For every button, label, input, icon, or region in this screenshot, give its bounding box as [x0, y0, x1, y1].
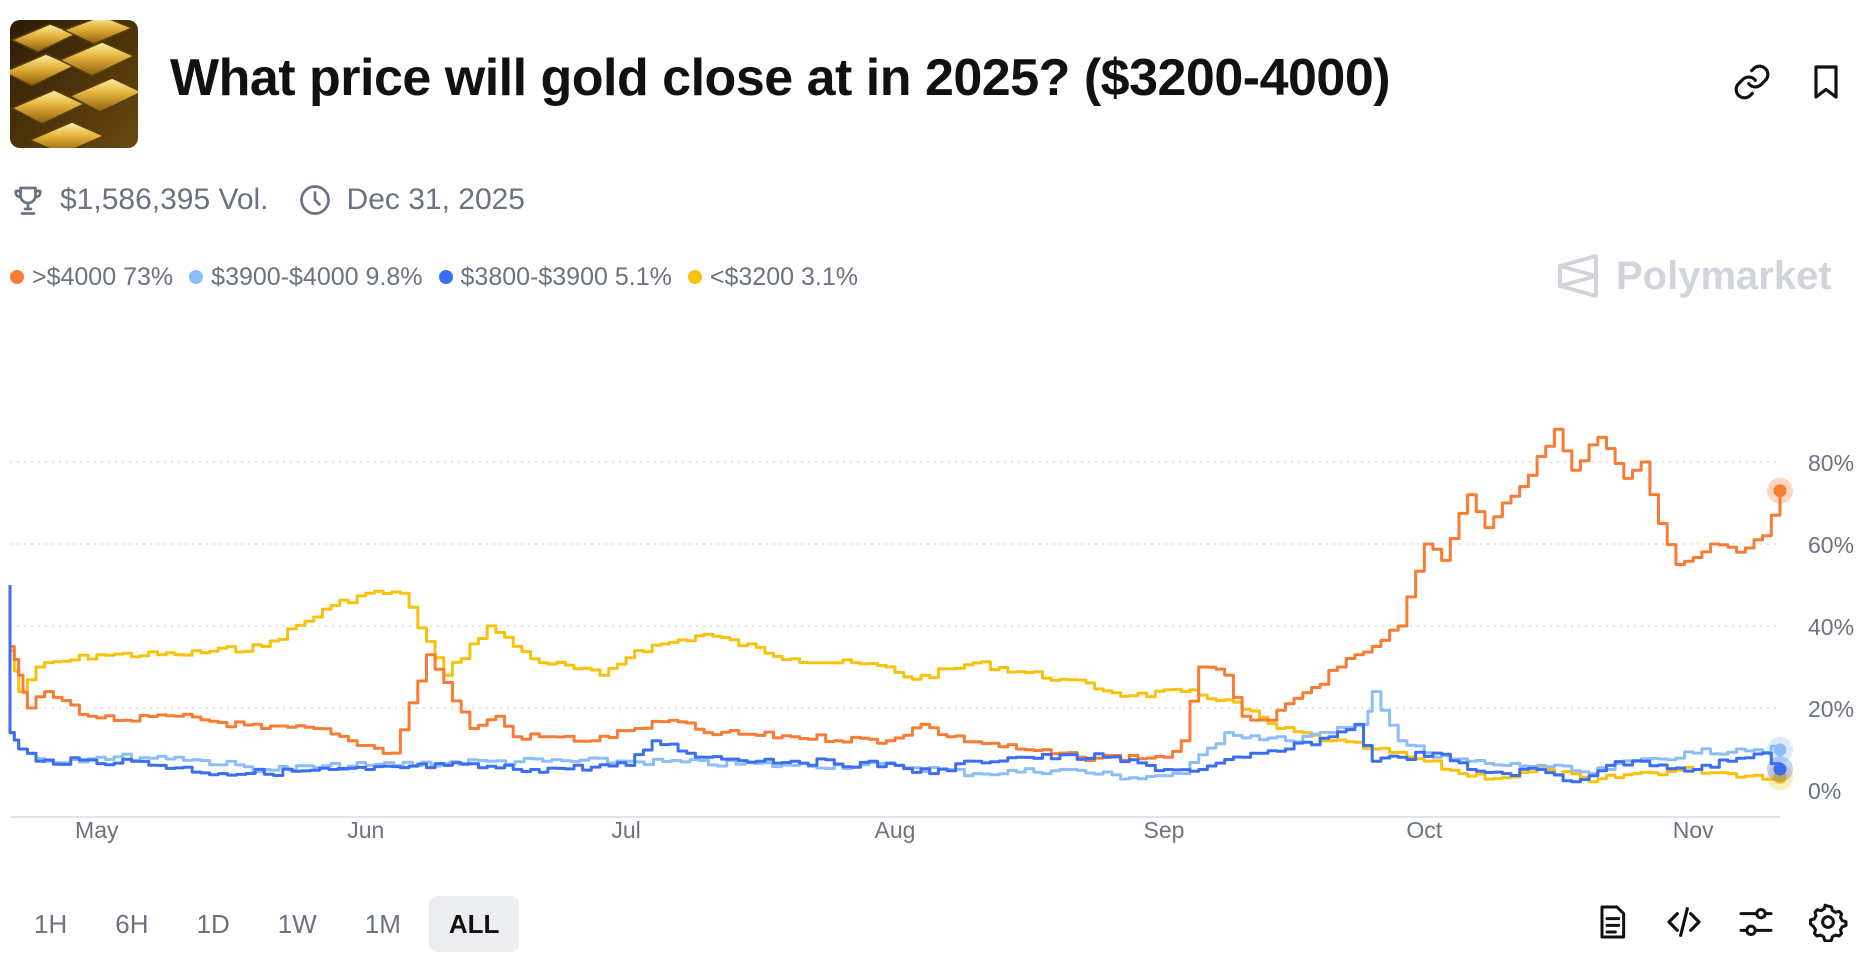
legend-value: 5.1%	[614, 262, 672, 291]
range-1m-button[interactable]: 1M	[364, 908, 401, 939]
legend-dot	[687, 270, 702, 284]
legend-item: >$4000 73%	[10, 263, 173, 292]
chart-series	[8, 427, 1793, 791]
x-tick-label: Oct	[1406, 817, 1442, 843]
x-tick-label: Sep	[1144, 817, 1185, 843]
polymarket-logo: Polymarket	[1556, 252, 1832, 300]
y-axis: 0% 20% 40% 60% 80%	[1808, 450, 1854, 804]
page-title: What price will gold close at in 2025? (…	[170, 49, 1391, 107]
legend-label: <$3200	[709, 262, 795, 291]
series-line	[10, 427, 1782, 762]
legend-label: $3800-$3900	[460, 262, 608, 291]
series-end-dot	[1773, 743, 1787, 757]
x-axis: May Jun Jul Aug Sep Oct Nov	[75, 817, 1714, 843]
link-icon	[1734, 64, 1770, 100]
x-tick-label: Aug	[875, 817, 916, 843]
chart-legend: >$4000 73% $3900-$4000 9.8% $3800-$3900 …	[10, 260, 874, 294]
time-range-selector: 1H 6H 1D 1W 1M ALL	[14, 896, 527, 952]
series-line	[8, 585, 1782, 784]
volume-text: $1,586,395 Vol.	[60, 183, 269, 216]
clock-icon	[299, 185, 330, 215]
x-tick-label: Jun	[347, 817, 384, 843]
end-date-text: Dec 31, 2025	[346, 183, 525, 216]
legend-item: <$3200 3.1%	[687, 262, 858, 292]
y-tick-label: 60%	[1808, 532, 1854, 558]
series-end-dot	[1773, 484, 1787, 498]
legend-label: >$4000	[32, 262, 117, 291]
range-all-button[interactable]: ALL	[428, 896, 520, 952]
range-1w-button[interactable]: 1W	[277, 908, 317, 939]
series-end-dot	[1773, 762, 1787, 776]
gold-bars-image	[10, 20, 138, 148]
x-tick-label: Nov	[1673, 817, 1714, 843]
x-tick-label: May	[75, 817, 119, 843]
bookmark-button[interactable]	[1806, 62, 1846, 102]
filters-button[interactable]	[1736, 902, 1776, 942]
market-thumbnail	[10, 20, 138, 148]
y-tick-label: 0%	[1808, 778, 1841, 804]
legend-label: $3900-$4000	[211, 262, 359, 291]
y-tick-label: 40%	[1808, 614, 1854, 640]
x-tick-label: Jul	[611, 817, 640, 843]
document-icon	[1600, 905, 1626, 939]
legend-value: 73%	[123, 262, 174, 291]
legend-dot	[10, 270, 24, 284]
legend-item: $3800-$3900 5.1%	[438, 262, 672, 292]
sliders-icon	[1739, 908, 1773, 936]
brand-name: Polymarket	[1616, 253, 1832, 298]
legend-dot	[189, 270, 204, 284]
range-6h-button[interactable]: 6H	[115, 908, 149, 939]
legend-item: $3900-$4000 9.8%	[189, 262, 423, 292]
trophy-icon	[14, 186, 42, 215]
copy-link-button[interactable]	[1732, 62, 1772, 102]
series-line	[10, 589, 1782, 784]
gear-icon	[1809, 903, 1848, 943]
y-tick-label: 80%	[1808, 450, 1854, 476]
y-tick-label: 20%	[1808, 696, 1854, 722]
bookmark-icon	[1814, 65, 1838, 99]
polymarket-logo-icon	[1558, 254, 1598, 298]
rules-button[interactable]	[1592, 902, 1632, 942]
range-1d-button[interactable]: 1D	[196, 908, 230, 939]
legend-value: 3.1%	[801, 262, 858, 291]
code-icon	[1667, 907, 1701, 937]
legend-dot	[438, 270, 453, 284]
legend-value: 9.8%	[365, 262, 423, 291]
embed-button[interactable]	[1664, 902, 1704, 942]
price-chart[interactable]: May Jun Jul Aug Sep Oct Nov 0% 20% 40% 60% 80%	[0, 340, 1856, 860]
range-1h-button[interactable]: 1H	[34, 908, 68, 939]
settings-button[interactable]	[1808, 902, 1848, 943]
market-meta: $1,586,395 Vol. Dec 31, 2025	[10, 178, 525, 222]
